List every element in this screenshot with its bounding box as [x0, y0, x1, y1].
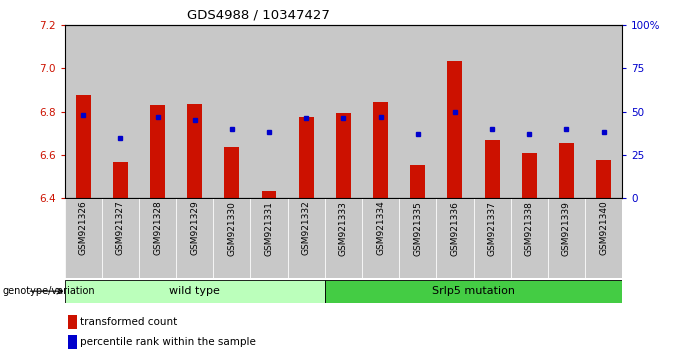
Bar — [362, 198, 399, 278]
Bar — [150, 105, 165, 198]
Text: GSM921334: GSM921334 — [376, 201, 385, 255]
Bar — [548, 25, 585, 198]
Bar — [139, 198, 176, 278]
Bar — [596, 160, 611, 198]
Text: transformed count: transformed count — [80, 317, 177, 327]
Bar — [299, 117, 313, 198]
Text: wild type: wild type — [169, 286, 220, 296]
Bar — [437, 198, 473, 278]
Bar — [224, 147, 239, 198]
Bar — [399, 198, 437, 278]
Text: GSM921336: GSM921336 — [450, 201, 460, 256]
Bar — [68, 335, 76, 348]
Bar — [447, 61, 462, 198]
Bar — [176, 198, 214, 278]
Bar — [68, 315, 76, 329]
Text: GSM921333: GSM921333 — [339, 201, 348, 256]
Text: GSM921332: GSM921332 — [302, 201, 311, 255]
Bar — [102, 198, 139, 278]
Bar — [485, 140, 500, 198]
Bar — [585, 198, 622, 278]
Bar — [473, 198, 511, 278]
Bar — [250, 198, 288, 278]
Bar — [214, 25, 250, 198]
Text: GSM921329: GSM921329 — [190, 201, 199, 255]
Text: GSM921331: GSM921331 — [265, 201, 273, 256]
Bar — [224, 147, 239, 198]
Bar — [288, 198, 325, 278]
Text: GSM921328: GSM921328 — [153, 201, 162, 255]
Text: genotype/variation: genotype/variation — [2, 286, 95, 296]
Bar — [485, 140, 500, 198]
Bar — [336, 113, 351, 198]
Bar — [585, 25, 622, 198]
Bar — [113, 162, 128, 198]
Text: GSM921339: GSM921339 — [562, 201, 571, 256]
Bar — [299, 117, 313, 198]
Text: GSM921330: GSM921330 — [227, 201, 237, 256]
Bar — [373, 102, 388, 198]
Bar — [139, 25, 176, 198]
Bar — [473, 25, 511, 198]
Text: GDS4988 / 10347427: GDS4988 / 10347427 — [187, 9, 330, 22]
Bar — [559, 143, 574, 198]
Text: GSM921327: GSM921327 — [116, 201, 125, 255]
Bar — [102, 25, 139, 198]
Bar — [250, 25, 288, 198]
Bar — [150, 105, 165, 198]
Bar — [511, 198, 548, 278]
Text: GSM921337: GSM921337 — [488, 201, 496, 256]
Bar — [65, 198, 102, 278]
Bar — [548, 198, 585, 278]
Text: GSM921335: GSM921335 — [413, 201, 422, 256]
Bar — [262, 191, 277, 198]
Text: GSM921340: GSM921340 — [599, 201, 608, 255]
Bar — [262, 191, 277, 198]
Bar — [437, 25, 473, 198]
Text: GSM921338: GSM921338 — [525, 201, 534, 256]
Bar — [288, 25, 325, 198]
Bar — [187, 104, 202, 198]
Bar — [399, 25, 437, 198]
Bar — [559, 143, 574, 198]
Bar — [75, 95, 90, 198]
Bar — [325, 280, 622, 303]
Bar — [65, 25, 102, 198]
Bar — [176, 25, 214, 198]
Bar — [596, 160, 611, 198]
Text: percentile rank within the sample: percentile rank within the sample — [80, 337, 256, 347]
Bar — [187, 104, 202, 198]
Bar — [113, 162, 128, 198]
Bar — [325, 198, 362, 278]
Bar — [65, 280, 325, 303]
Bar — [373, 102, 388, 198]
Text: Srlp5 mutation: Srlp5 mutation — [432, 286, 515, 296]
Bar — [522, 153, 537, 198]
Bar — [75, 95, 90, 198]
Bar — [410, 165, 425, 198]
Bar — [447, 61, 462, 198]
Bar — [511, 25, 548, 198]
Text: GSM921326: GSM921326 — [79, 201, 88, 255]
Bar — [362, 25, 399, 198]
Bar — [325, 25, 362, 198]
Bar — [336, 113, 351, 198]
Bar — [522, 153, 537, 198]
Bar — [410, 165, 425, 198]
Bar — [214, 198, 250, 278]
